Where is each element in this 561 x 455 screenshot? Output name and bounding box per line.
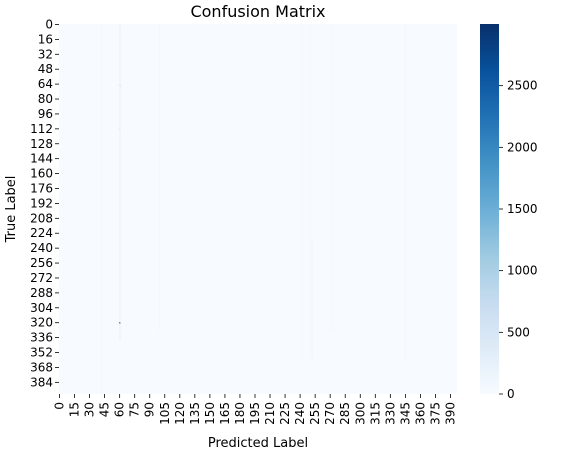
colorbar-tick-label: 500 <box>507 325 530 339</box>
x-tick-label: 360 <box>413 402 427 425</box>
y-tick-label: 352 <box>30 346 53 360</box>
heatmap-cell <box>119 84 121 86</box>
y-tick-label: 272 <box>30 271 53 285</box>
faint-column <box>311 238 313 360</box>
x-tick-label: 165 <box>218 402 232 425</box>
faint-column <box>101 24 103 397</box>
y-tick-label: 288 <box>30 286 53 300</box>
x-axis-label: Predicted Label <box>208 436 308 451</box>
y-tick-label: 304 <box>30 301 53 315</box>
y-tick-label: 384 <box>30 375 53 389</box>
heatmap-cells <box>101 24 406 397</box>
faint-column <box>159 24 161 332</box>
x-tick-label: 120 <box>173 402 187 425</box>
y-tick-label: 0 <box>45 17 53 31</box>
x-tick-label: 210 <box>263 402 277 425</box>
y-tick-label: 48 <box>38 62 53 76</box>
x-tick-label: 0 <box>53 402 67 410</box>
heatmap-cell <box>119 128 121 130</box>
heatmap-area <box>59 24 457 397</box>
x-tick-label: 330 <box>383 402 397 425</box>
heatmap-background <box>59 24 457 394</box>
heatmap-cell <box>119 31 121 33</box>
faint-column <box>301 24 303 360</box>
faint-column <box>309 24 311 360</box>
x-tick-label: 240 <box>293 402 307 425</box>
heatmap-cell <box>119 27 121 29</box>
y-tick-label: 320 <box>30 316 53 330</box>
x-tick-label: 90 <box>143 402 157 417</box>
y-axis: 0163248648096112128144160176192208224240… <box>30 17 59 389</box>
x-tick-label: 345 <box>398 402 412 425</box>
y-tick-label: 160 <box>30 167 53 181</box>
x-tick-label: 270 <box>323 402 337 425</box>
y-tick-label: 240 <box>30 241 53 255</box>
colorbar-ticks: 0 500 1000 1500 2000 2500 <box>499 79 538 401</box>
faint-column <box>119 24 121 341</box>
faint-column <box>120 24 122 341</box>
x-tick-label: 300 <box>353 402 367 425</box>
heatmap-cell <box>119 322 121 324</box>
chart-title: Confusion Matrix <box>190 2 325 21</box>
x-tick-label: 375 <box>428 402 442 425</box>
faint-column <box>332 24 334 332</box>
x-tick-label: 60 <box>113 402 127 417</box>
colorbar-tick-label: 0 <box>507 387 515 401</box>
y-tick-label: 144 <box>30 152 53 166</box>
x-tick-label: 75 <box>128 402 142 417</box>
x-tick-label: 285 <box>338 402 352 425</box>
y-tick-label: 16 <box>38 32 53 46</box>
y-tick-label: 96 <box>38 107 53 121</box>
y-tick-label: 256 <box>30 256 53 270</box>
x-axis: 0 15 30 45 60 75 90 105 120 135 150 165 180 195 210 225… <box>53 394 457 425</box>
faint-column <box>404 24 406 360</box>
y-tick-label: 224 <box>30 226 53 240</box>
colorbar: 0 500 1000 1500 2000 2500 <box>480 24 538 401</box>
colorbar-tick-label: 1000 <box>507 264 538 278</box>
y-tick-label: 64 <box>38 77 53 91</box>
colorbar-tick-label: 2000 <box>507 140 538 154</box>
x-tick-label: 390 <box>443 402 457 425</box>
x-tick-label: 195 <box>248 402 262 425</box>
y-tick-label: 208 <box>30 211 53 225</box>
x-tick-label: 315 <box>368 402 382 425</box>
y-tick-label: 112 <box>30 122 53 136</box>
heatmap-cell <box>120 85 122 87</box>
x-tick-label: 150 <box>203 402 217 425</box>
y-tick-label: 32 <box>38 47 53 61</box>
colorbar-tick-label: 2500 <box>507 79 538 93</box>
x-tick-label: 255 <box>308 402 322 425</box>
y-tick-label: 192 <box>30 196 53 210</box>
y-tick-label: 336 <box>30 331 53 345</box>
x-tick-label: 15 <box>68 402 82 417</box>
y-tick-label: 176 <box>30 181 53 195</box>
x-tick-label: 45 <box>98 402 112 417</box>
colorbar-gradient <box>480 24 499 394</box>
x-tick-label: 225 <box>278 402 292 425</box>
faint-column <box>329 24 331 332</box>
x-tick-label: 30 <box>83 402 97 417</box>
x-tick-label: 135 <box>188 402 202 425</box>
x-tick-label: 105 <box>158 402 172 425</box>
colorbar-tick-label: 1500 <box>507 202 538 216</box>
x-tick-label: 180 <box>233 402 247 425</box>
y-axis-label: True Label <box>4 176 19 244</box>
y-tick-label: 80 <box>38 92 53 106</box>
y-tick-label: 128 <box>30 137 53 151</box>
y-tick-label: 368 <box>30 360 53 374</box>
